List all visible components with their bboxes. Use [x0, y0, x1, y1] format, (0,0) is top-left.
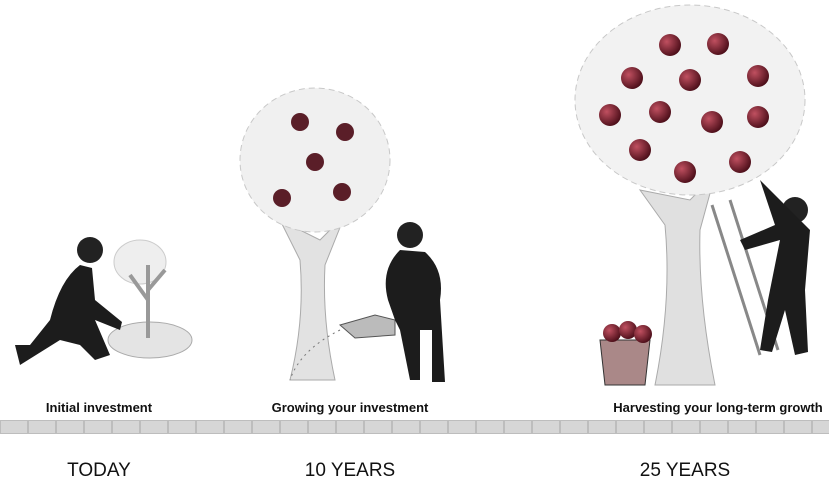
timeline-strip [0, 420, 829, 434]
stage-10-years-art [240, 88, 445, 382]
stage-25-years-art [575, 5, 810, 385]
stage-caption: Harvesting your long-term growth [613, 400, 823, 415]
stage-today-art [15, 237, 192, 365]
stage-caption: Growing your investment [272, 400, 429, 415]
illustration: Initial investment Growing your investme… [0, 0, 829, 482]
time-label: TODAY [67, 460, 131, 481]
time-label: 25 YEARS [640, 460, 730, 481]
time-label: 10 YEARS [305, 460, 395, 481]
stage-caption: Initial investment [46, 400, 153, 415]
